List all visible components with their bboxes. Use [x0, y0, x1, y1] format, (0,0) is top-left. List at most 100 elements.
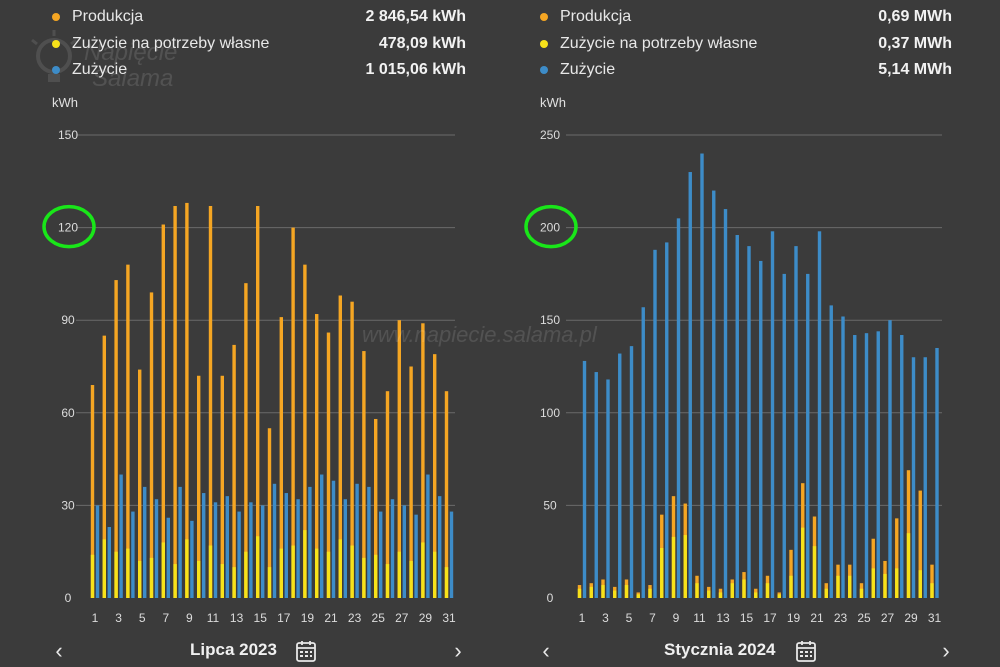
self-consumption-bar: [848, 575, 852, 598]
self-consumption-bar: [138, 560, 142, 598]
prev-month-button[interactable]: ‹: [542, 638, 550, 663]
self-consumption-bar: [577, 588, 582, 598]
consumption-bar: [296, 499, 300, 598]
production-bar: [397, 320, 401, 598]
consumption-bar: [379, 511, 383, 598]
y-axis-unit: kWh: [52, 95, 78, 110]
legend-value: 0,69 MWh: [878, 8, 952, 25]
production-bar: [444, 391, 449, 598]
x-tick-label: 15: [254, 611, 268, 625]
self-consumption-bar: [244, 551, 248, 598]
consumption-bar: [759, 260, 763, 598]
x-tick-label: 23: [348, 611, 362, 625]
y-tick-label: 100: [540, 406, 560, 420]
self-consumption-bar: [660, 547, 664, 598]
legend-label: Zużycie na potrzeby własne: [72, 34, 270, 52]
production-bar: [126, 264, 130, 598]
consumption-bar: [723, 209, 728, 598]
legend-value: 2 846,54 kWh: [365, 8, 467, 25]
consumption-bar: [676, 218, 681, 598]
consumption-bar: [900, 335, 904, 598]
next-month-button[interactable]: ›: [454, 638, 462, 663]
consumption-bar: [841, 316, 845, 598]
consumption-bar: [653, 249, 657, 598]
self-consumption-bar: [114, 551, 118, 598]
x-tick-label: 11: [207, 611, 220, 625]
consumption-bar: [876, 331, 880, 598]
consumption-bar: [606, 379, 610, 598]
production-bar: [244, 283, 248, 598]
self-consumption-bar: [707, 590, 711, 598]
consumption-bar: [864, 333, 869, 598]
legend-value: 0,37 MWh: [878, 34, 952, 52]
consumption-bar: [594, 372, 598, 598]
legend: Produkcja 0,69 MWh Zużycie na potrzeby w…: [540, 4, 952, 84]
y-tick-label: 0: [547, 591, 554, 605]
consumption-bar: [320, 474, 324, 598]
self-consumption-bar: [883, 573, 887, 598]
calendar-icon[interactable]: [296, 640, 316, 662]
production-bar: [185, 202, 189, 598]
self-consumption-bar: [871, 568, 875, 598]
production-bar: [256, 205, 260, 598]
period-title: Lipca 2023: [190, 640, 277, 659]
consumption-bar: [853, 335, 857, 598]
calendar-icon[interactable]: [796, 640, 816, 662]
consumption-bar: [665, 242, 669, 598]
production-bar: [326, 332, 331, 598]
x-tick-label: 19: [301, 611, 315, 625]
legend-item-self-consumption: Zużycie na potrzeby własne 0,37 MWh: [540, 31, 952, 58]
x-tick-label: 25: [372, 611, 386, 625]
watermark-logo-line2: Salama: [92, 65, 173, 92]
self-consumption-bar: [906, 533, 911, 598]
watermark-logo-line1: Napięcie: [84, 39, 177, 66]
x-tick-label: 21: [810, 611, 824, 625]
x-tick-label: 3: [602, 611, 609, 625]
self-consumption-bar: [350, 545, 354, 598]
legend-dot-icon: [540, 66, 548, 74]
consumption-bar: [641, 307, 645, 598]
self-consumption-bar: [421, 542, 425, 598]
legend-dot-icon: [540, 39, 548, 48]
x-tick-label: 11: [693, 611, 706, 625]
self-consumption-bar: [718, 592, 723, 598]
production-bar: [303, 264, 307, 598]
self-consumption-bar: [326, 551, 331, 598]
legend-label: Produkcja: [72, 8, 144, 25]
self-consumption-bar: [220, 564, 224, 598]
next-month-button[interactable]: ›: [942, 638, 950, 663]
legend-label: Zużycie: [560, 61, 616, 78]
consumption-bar: [131, 511, 135, 598]
consumption-bar: [414, 514, 418, 598]
x-tick-label: 19: [787, 611, 801, 625]
self-consumption-bar: [812, 546, 817, 598]
self-consumption-bar: [671, 536, 676, 598]
consumption-bar: [923, 357, 927, 598]
legend-label: Produkcja: [560, 8, 632, 25]
self-consumption-bar: [589, 586, 593, 598]
self-consumption-bar: [695, 583, 699, 598]
consumption-bar: [143, 486, 147, 598]
consumption-bar: [935, 347, 939, 598]
x-tick-label: 29: [419, 611, 433, 625]
x-tick-label: 9: [673, 611, 680, 625]
consumption-bar: [367, 486, 371, 598]
legend-label: Zużycie na potrzeby własne: [560, 34, 758, 52]
production-bar: [173, 205, 177, 598]
self-consumption-bar: [789, 575, 793, 598]
consumption-bar: [426, 474, 430, 598]
x-tick-label: 27: [881, 611, 895, 625]
x-tick-label: 17: [277, 611, 291, 625]
highlight-circle: [524, 204, 578, 249]
production-bar: [138, 369, 142, 598]
period-title: Stycznia 2024: [664, 640, 776, 659]
legend-value: 5,14 MWh: [878, 61, 952, 78]
production-bar: [374, 418, 378, 598]
y-axis-unit: kWh: [540, 95, 566, 110]
x-tick-label: 7: [649, 611, 656, 625]
consumption-bar: [308, 486, 312, 598]
consumption-bar: [618, 353, 622, 598]
prev-month-button[interactable]: ‹: [55, 638, 63, 663]
consumption-bar: [735, 235, 739, 598]
legend-value: 478,09 kWh: [378, 34, 466, 52]
